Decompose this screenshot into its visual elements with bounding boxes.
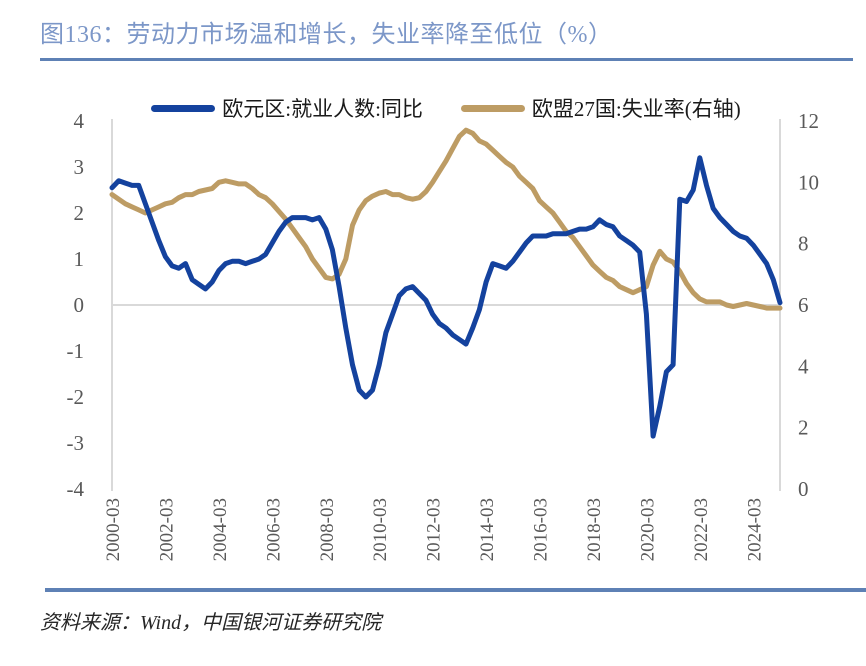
left-axis-tick: 3 (74, 155, 85, 179)
x-axis-tick: 2006-03 (263, 498, 284, 561)
left-axis-tick: 0 (74, 293, 85, 317)
left-axis-tick: 4 (74, 109, 85, 133)
right-axis-tick: 10 (798, 170, 819, 194)
employment-line-swatch (151, 104, 216, 112)
x-axis-tick: 2024-03 (744, 498, 765, 561)
left-axis-tick: -2 (67, 385, 85, 409)
x-axis-tick: 2012-03 (424, 498, 445, 561)
right-axis-tick: 0 (798, 477, 809, 501)
right-axis-tick: 12 (798, 109, 819, 133)
x-axis-tick: 2008-03 (317, 498, 338, 561)
employment-yoy-line (109, 155, 783, 439)
x-axis-tick: 2020-03 (637, 498, 658, 561)
left-axis-tick: -4 (67, 477, 85, 501)
x-axis-tick: 2022-03 (691, 498, 712, 561)
unemployment-rate-line (109, 127, 783, 311)
x-axis-tick: 2014-03 (477, 498, 498, 561)
left-axis-tick: 1 (74, 247, 85, 271)
left-axis-tick: -3 (67, 431, 85, 455)
legend-label-unemployment: 欧盟27国:失业率(右轴) (531, 97, 741, 121)
x-axis-tick: 2000-03 (103, 498, 124, 561)
unemployment-line-swatch (460, 104, 525, 112)
x-axis-tick: 2002-03 (156, 498, 177, 561)
legend-item-unemployment: 欧盟27国:失业率(右轴) (460, 93, 741, 123)
x-axis-tick: 2016-03 (531, 498, 552, 561)
x-axis-tick: 2018-03 (584, 498, 605, 561)
title-divider (40, 58, 853, 61)
left-axis-tick: 2 (74, 201, 85, 225)
legend-label-employment: 欧元区:就业人数:同比 (222, 97, 423, 121)
x-axis-tick: 2010-03 (370, 498, 391, 561)
legend-item-employment: 欧元区:就业人数:同比 (151, 93, 423, 123)
right-axis-tick: 2 (798, 416, 809, 440)
right-axis-tick: 6 (798, 293, 809, 317)
right-axis-tick: 8 (798, 232, 809, 256)
bottom-divider (45, 588, 866, 592)
figure-title: 图136：劳动力市场温和增长，失业率降至低位（%） (40, 22, 613, 48)
chart-legend: 欧元区:就业人数:同比 欧盟27国:失业率(右轴) (112, 93, 780, 123)
source-note: 资料来源：Wind，中国银河证券研究院 (40, 612, 382, 634)
right-axis-tick: 4 (798, 354, 809, 378)
left-axis-tick: -1 (67, 339, 85, 363)
x-axis-tick: 2004-03 (210, 498, 231, 561)
